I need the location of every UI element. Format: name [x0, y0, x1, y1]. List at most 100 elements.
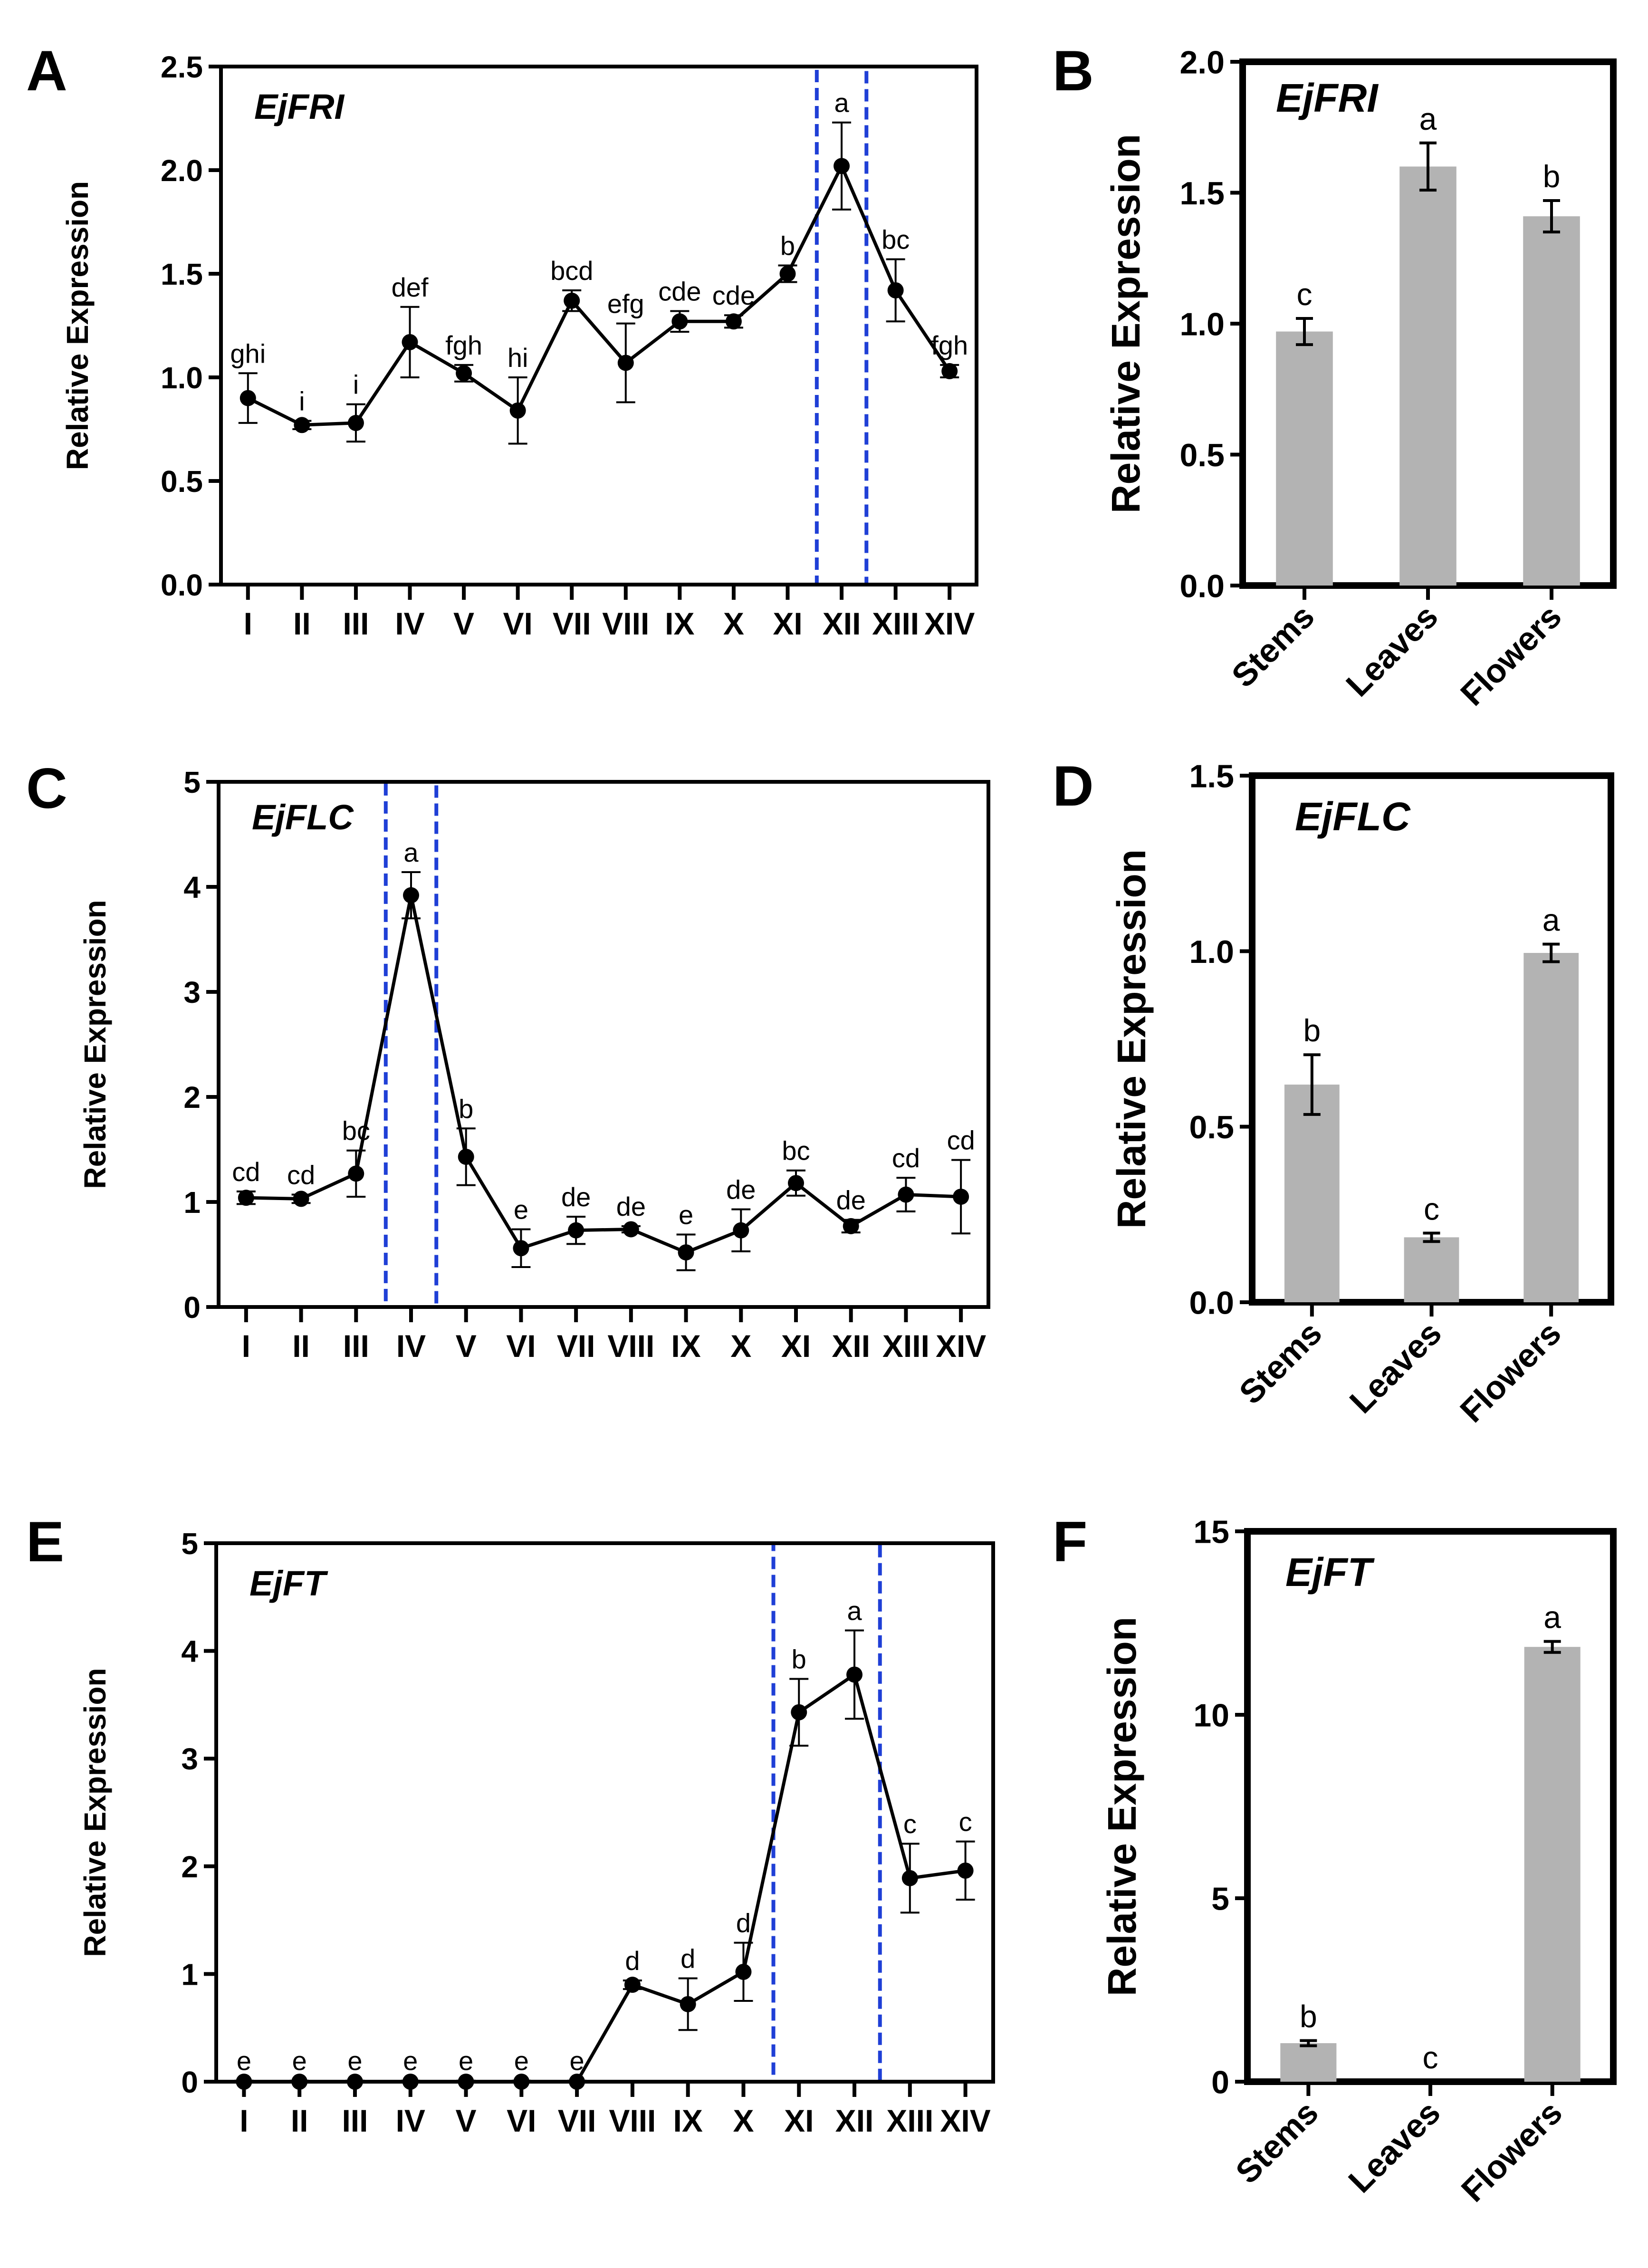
- series-line: [244, 1672, 966, 2084]
- significance-label: def: [392, 272, 429, 302]
- x-tick-label: X: [723, 606, 744, 641]
- significance-label: d: [680, 1943, 695, 1973]
- panel-letter-f: F: [1053, 1510, 1087, 1574]
- x-tick-label: VII: [557, 1328, 595, 1364]
- x-tick-label: I: [244, 606, 252, 641]
- significance-label: fgh: [931, 330, 968, 360]
- y-tick-label: 0.0: [161, 568, 203, 602]
- y-tick-label: 1.5: [161, 257, 203, 291]
- data-point: [680, 1996, 696, 2012]
- x-tick-label: VIII: [609, 2103, 656, 2138]
- significance-label: b: [1543, 159, 1561, 194]
- panel-letter-a: A: [26, 39, 67, 103]
- data-point: [238, 1190, 254, 1206]
- y-axis-title: Relative Expression: [1103, 134, 1148, 513]
- y-tick-label: 5: [1211, 1881, 1229, 1917]
- significance-label: de: [836, 1185, 866, 1215]
- panel-letter-b: B: [1053, 39, 1094, 103]
- significance-label: c: [1297, 277, 1313, 312]
- x-tick-label: II: [293, 606, 311, 641]
- significance-label: ghi: [230, 338, 266, 368]
- significance-label: bcd: [550, 256, 593, 286]
- panel-letter-d: D: [1053, 754, 1094, 818]
- x-tick-label: III: [343, 606, 369, 641]
- series-line: [247, 164, 951, 427]
- significance-label: e: [459, 2046, 473, 2076]
- gene-name: EjFLC: [1295, 794, 1411, 839]
- data-point: [623, 1221, 639, 1238]
- significance-label: bc: [881, 224, 910, 254]
- significance-label: e: [292, 2046, 307, 2076]
- x-tick-label: V: [456, 1328, 477, 1364]
- significance-label: i: [353, 370, 359, 400]
- data-point: [564, 292, 580, 309]
- y-tick-label: 0.5: [1189, 1109, 1234, 1145]
- panel-f: F 0 5 10 15 Relative Expression EjFT b Stems c Lea…: [1053, 1510, 1617, 2209]
- significance-label: hi: [508, 343, 528, 373]
- significance-label: e: [514, 2046, 529, 2076]
- y-tick-label: 1.0: [1189, 934, 1234, 970]
- data-point: [846, 1666, 863, 1683]
- y-tick-label: 5: [183, 765, 201, 799]
- significance-label: a: [403, 837, 419, 867]
- y-tick-label: 0.0: [1189, 1285, 1234, 1321]
- x-tick-label: Stems: [1225, 597, 1322, 694]
- x-tick-label: VIII: [607, 1328, 654, 1364]
- significance-label: b: [1300, 1999, 1317, 2034]
- data-point: [843, 1218, 859, 1234]
- x-tick-label: X: [730, 1328, 751, 1364]
- x-tick-label: Leaves: [1341, 2094, 1447, 2200]
- x-tick-label: VI: [506, 1328, 536, 1364]
- significance-label: e: [403, 2046, 418, 2076]
- x-tick-label: XI: [773, 606, 802, 641]
- y-tick-label: 0: [1211, 2064, 1229, 2100]
- significance-label: bc: [342, 1116, 370, 1146]
- x-tick-label: IV: [396, 2103, 425, 2138]
- gene-name: EjFT: [249, 1564, 328, 1603]
- significance-label: b: [1303, 1013, 1321, 1048]
- data-point: [513, 1240, 529, 1257]
- data-point: [957, 1862, 974, 1879]
- y-tick-label: 1.0: [1179, 306, 1225, 342]
- data-point: [834, 158, 850, 174]
- data-point: [735, 1963, 752, 1980]
- data-point: [779, 266, 796, 282]
- significance-label: b: [780, 231, 795, 261]
- y-axis-title: Relative Expression: [1100, 1617, 1144, 1996]
- y-tick-label: 2: [183, 1080, 201, 1115]
- x-tick-label: VI: [503, 606, 532, 641]
- y-tick-label: 2.0: [1179, 44, 1225, 80]
- x-tick-label: VII: [558, 2103, 596, 2138]
- significance-label: cde: [658, 276, 701, 306]
- significance-label: de: [726, 1174, 756, 1204]
- x-tick-label: VI: [507, 2103, 536, 2138]
- highlight-box: [771, 1541, 882, 2084]
- x-tick-label: XIII: [886, 2103, 933, 2138]
- bar-stems: [1284, 1085, 1340, 1302]
- bar-stems: [1276, 331, 1333, 586]
- y-tick-label: 1.5: [1189, 758, 1234, 794]
- x-tick-label: VIII: [602, 606, 649, 641]
- panel-letter-c: C: [26, 757, 67, 820]
- x-tick-label: Leaves: [1339, 597, 1445, 703]
- y-axis-title: Relative Expression: [60, 181, 95, 470]
- data-point: [403, 887, 419, 903]
- x-tick-label: Leaves: [1342, 1314, 1448, 1420]
- y-tick-label: 10: [1193, 1697, 1229, 1733]
- bar-stems: [1280, 2043, 1337, 2082]
- gene-name: EjFLC: [252, 798, 354, 837]
- x-tick-label: Flowers: [1453, 597, 1568, 712]
- y-tick-label: 2: [181, 1850, 198, 1884]
- significance-label: a: [1543, 903, 1560, 938]
- bar-flowers: [1523, 953, 1579, 1302]
- significance-label: a: [1419, 101, 1437, 136]
- x-tick-label: IV: [395, 606, 424, 641]
- data-point: [788, 1175, 804, 1192]
- x-tick-label: VII: [553, 606, 591, 641]
- data-point: [887, 282, 904, 298]
- x-tick-label: Flowers: [1454, 2094, 1569, 2209]
- x-tick-label: IV: [396, 1328, 426, 1364]
- data-point: [941, 363, 958, 379]
- y-tick-label: 5: [181, 1527, 198, 1561]
